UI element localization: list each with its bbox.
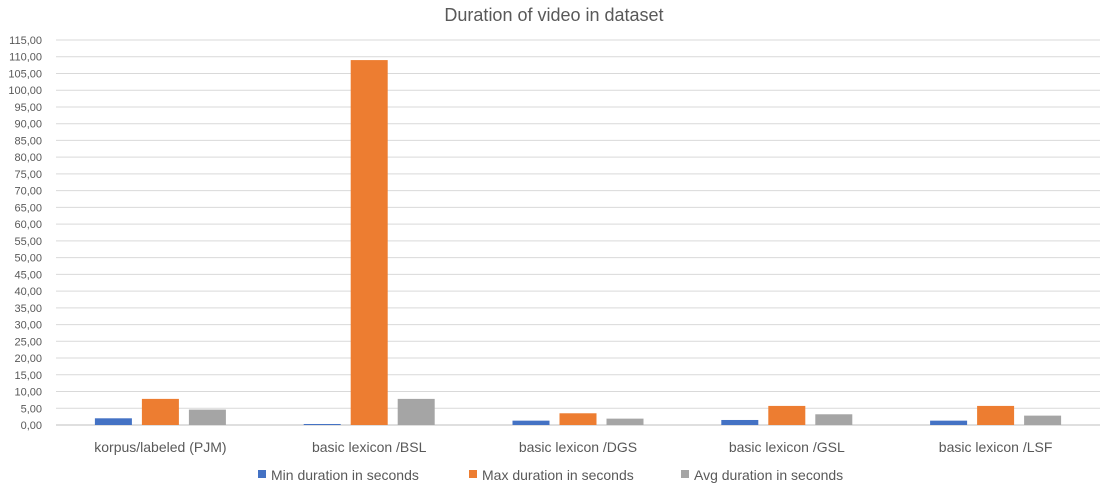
bar bbox=[188, 409, 226, 425]
y-tick-label: 110,00 bbox=[9, 52, 42, 64]
chart-title: Duration of video in dataset bbox=[444, 5, 663, 25]
y-tick-label: 70,00 bbox=[14, 186, 42, 198]
y-tick-label: 5,00 bbox=[21, 403, 42, 415]
bar bbox=[559, 413, 597, 425]
y-tick-label: 105,00 bbox=[8, 68, 42, 80]
y-tick-label: 20,00 bbox=[14, 353, 42, 365]
category-label: basic lexicon /GSL bbox=[729, 439, 845, 455]
bar bbox=[930, 420, 968, 425]
y-tick-label: 115,00 bbox=[9, 35, 42, 47]
legend-swatch bbox=[258, 470, 266, 478]
y-tick-label: 40,00 bbox=[14, 286, 42, 298]
x-axis-categories: korpus/labeled (PJM) basic lexicon /BSL ba… bbox=[94, 439, 1052, 455]
y-tick-label: 75,00 bbox=[14, 169, 42, 181]
gridlines bbox=[56, 39, 1100, 426]
bar bbox=[397, 398, 435, 425]
bars bbox=[94, 60, 1062, 426]
y-tick-label: 90,00 bbox=[14, 119, 42, 131]
category-label: basic lexicon /LSF bbox=[939, 439, 1053, 455]
y-tick-label: 55,00 bbox=[14, 236, 42, 248]
y-tick-label: 45,00 bbox=[14, 269, 42, 281]
y-tick-label: 100,00 bbox=[8, 85, 42, 97]
y-tick-label: 35,00 bbox=[14, 303, 42, 315]
legend: Min duration in seconds Max duration in s… bbox=[258, 467, 843, 483]
category-label: korpus/labeled (PJM) bbox=[94, 439, 226, 455]
bar bbox=[1024, 415, 1062, 425]
y-tick-label: 60,00 bbox=[14, 219, 42, 231]
legend-label: Avg duration in seconds bbox=[694, 467, 843, 483]
bar bbox=[815, 414, 853, 425]
legend-swatch bbox=[469, 470, 477, 478]
bar bbox=[606, 418, 644, 425]
bar bbox=[141, 398, 179, 425]
bar bbox=[350, 60, 388, 426]
category-label: basic lexicon /DGS bbox=[519, 439, 637, 455]
category-label: basic lexicon /BSL bbox=[312, 439, 427, 455]
y-tick-label: 95,00 bbox=[14, 102, 42, 114]
legend-label: Max duration in seconds bbox=[482, 467, 634, 483]
y-tick-label: 10,00 bbox=[14, 387, 42, 399]
y-tick-label: 25,00 bbox=[14, 336, 42, 348]
legend-label: Min duration in seconds bbox=[271, 467, 419, 483]
bar bbox=[721, 419, 759, 425]
y-axis-ticks: 0,00 5,00 10,00 15,00 20,00 25,00 30,00 35,00 40… bbox=[8, 35, 42, 432]
bar bbox=[94, 418, 132, 425]
y-tick-label: 50,00 bbox=[14, 253, 42, 265]
bar bbox=[768, 405, 806, 425]
y-tick-label: 0,00 bbox=[21, 420, 42, 432]
y-tick-label: 15,00 bbox=[14, 370, 42, 382]
y-tick-label: 85,00 bbox=[14, 135, 42, 147]
bar bbox=[303, 423, 341, 425]
y-tick-label: 30,00 bbox=[14, 320, 42, 332]
legend-swatch bbox=[681, 470, 689, 478]
y-tick-label: 80,00 bbox=[14, 152, 42, 164]
y-tick-label: 65,00 bbox=[14, 202, 42, 214]
bar bbox=[977, 405, 1015, 425]
bar bbox=[512, 420, 550, 425]
